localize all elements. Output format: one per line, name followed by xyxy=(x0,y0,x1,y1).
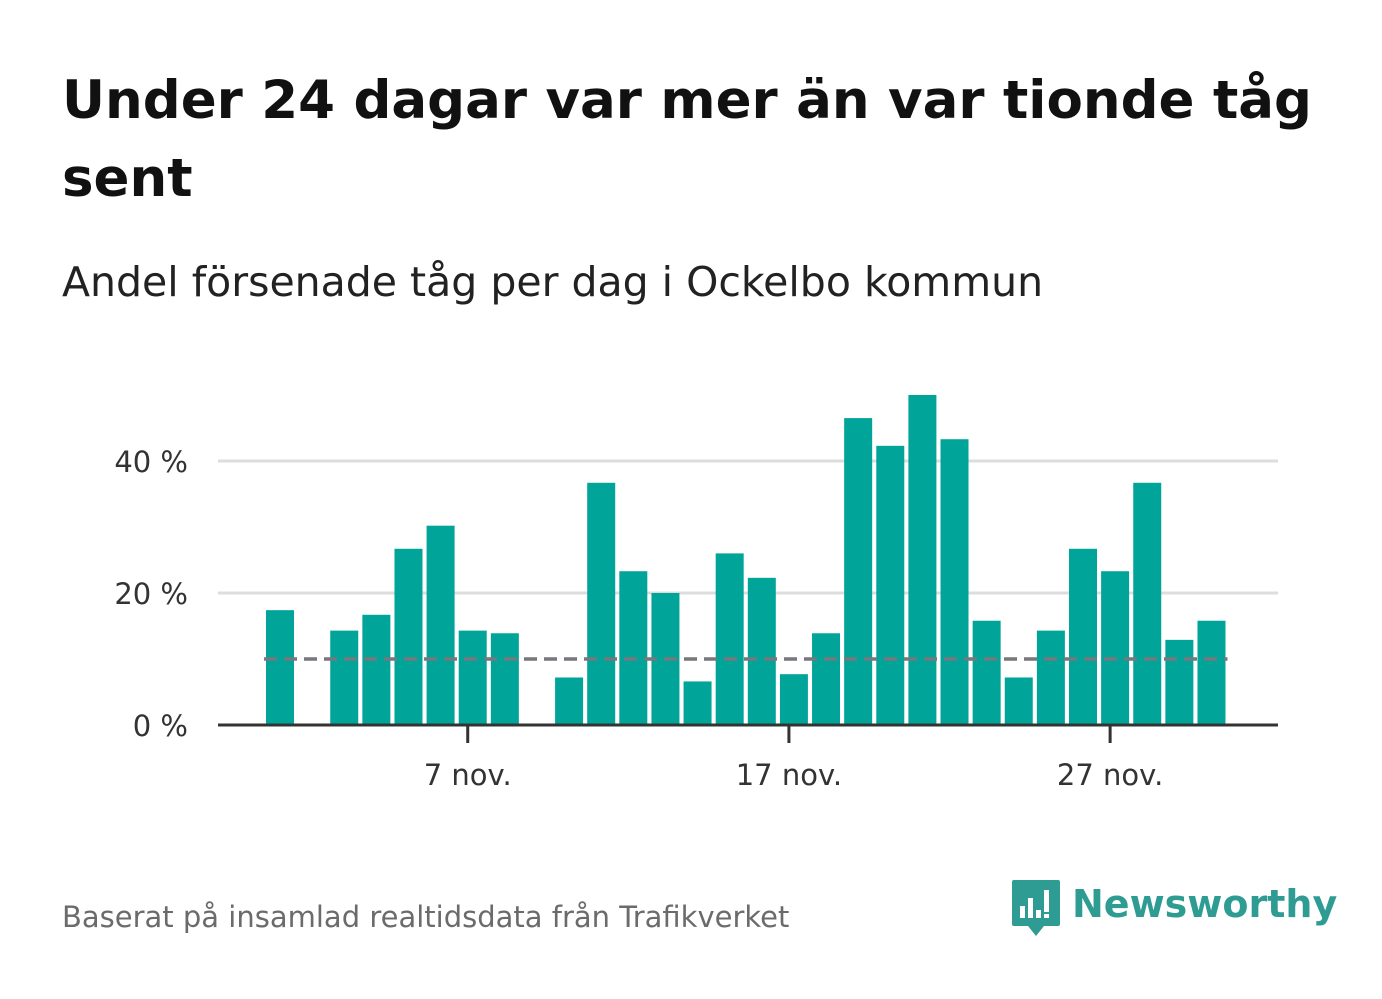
bar-chart: 0 % 20 % 40 % 7 nov. 17 nov. 27 nov. xyxy=(114,395,1278,792)
bar xyxy=(1101,571,1130,725)
x-tick-label: 27 nov. xyxy=(1057,758,1163,792)
newsworthy-logo[interactable]: Newsworthy xyxy=(1010,878,1337,940)
bar xyxy=(1165,639,1194,725)
bar xyxy=(1004,677,1033,725)
bar xyxy=(779,674,808,725)
bar xyxy=(1133,482,1162,725)
bar xyxy=(972,620,1001,725)
bar xyxy=(908,395,937,725)
source-note: Baserat på insamlad realtidsdata från Tr… xyxy=(62,900,790,934)
bar xyxy=(1069,548,1097,725)
bar xyxy=(715,553,744,725)
bar xyxy=(490,633,519,725)
bar xyxy=(619,571,648,725)
bar xyxy=(330,630,359,725)
newsworthy-logo-text: Newsworthy xyxy=(1072,882,1338,926)
newsworthy-logo-icon xyxy=(1012,880,1060,936)
bar xyxy=(1197,620,1226,725)
chart-subtitle: Andel försenade tåg per dag i Ockelbo ko… xyxy=(62,258,1044,306)
bars xyxy=(266,395,1226,725)
bar xyxy=(844,418,873,725)
y-tick-label: 0 % xyxy=(133,709,188,743)
x-tick-label: 7 nov. xyxy=(424,758,512,792)
x-tick-label: 17 nov. xyxy=(736,758,842,792)
bar xyxy=(876,445,905,725)
bar xyxy=(426,525,455,725)
bar xyxy=(812,633,841,725)
bar xyxy=(394,548,423,725)
bar xyxy=(940,439,969,725)
y-tick-label: 20 % xyxy=(114,577,188,611)
bar xyxy=(362,614,391,725)
bar xyxy=(555,677,584,725)
bar xyxy=(1036,630,1065,725)
bar xyxy=(266,610,294,725)
chart-title: Under 24 dagar var mer än var tionde tåg… xyxy=(62,70,1312,209)
y-tick-label: 40 % xyxy=(114,445,188,479)
bar xyxy=(587,482,616,725)
bar xyxy=(458,630,487,725)
axes: 0 % 20 % 40 % 7 nov. 17 nov. 27 nov. xyxy=(114,445,1278,792)
bar xyxy=(683,681,712,725)
bar xyxy=(747,577,776,725)
